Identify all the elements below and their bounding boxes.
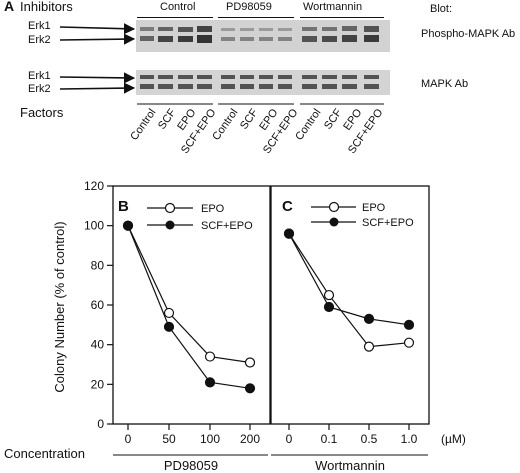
panel-a-letter: A xyxy=(4,0,15,14)
erk2-arrow-blot1 xyxy=(59,33,136,45)
legend-b: EPO SCF+EPO xyxy=(147,202,253,232)
legend-b-epo: EPO xyxy=(201,203,225,215)
x-tick-label: 1.0 xyxy=(401,432,418,446)
data-point-open xyxy=(323,289,335,301)
panel-c-letter: C xyxy=(282,198,293,215)
erk2-arrow-blot2 xyxy=(59,82,136,94)
panel-b-letter: B xyxy=(118,198,129,215)
group-rule-wortmannin xyxy=(300,17,384,18)
erk1-arrow-blot2 xyxy=(59,72,136,84)
data-point-filled xyxy=(204,377,216,388)
y-tick-label: 60 xyxy=(91,298,105,312)
x-tick-label: 0 xyxy=(286,432,293,446)
legend-open-circle xyxy=(328,201,340,213)
erk1-arrow-blot1 xyxy=(59,23,136,35)
y-tick-label: 20 xyxy=(91,377,105,391)
erk1-label-blot2: Erk1 xyxy=(28,70,51,82)
group-label-control: Control xyxy=(160,1,196,13)
concentration-label: Concentration xyxy=(4,446,85,461)
blot-images xyxy=(59,20,390,105)
legend-open-circle xyxy=(164,202,176,214)
x-tick-label: 0 xyxy=(125,432,132,446)
series-line-epo xyxy=(288,233,410,348)
series-line-scf-epo xyxy=(127,225,251,389)
legend-c-scfepo: SCF+EPO xyxy=(362,217,414,229)
group-label-wortmannin: Wortmannin xyxy=(303,1,363,13)
data-point-filled xyxy=(403,319,415,330)
y-axis-label: Colony Number (% of control) xyxy=(52,221,67,392)
unit-label: (µM) xyxy=(441,432,466,446)
series-line-epo xyxy=(127,225,251,364)
y-tick-label: 100 xyxy=(84,219,104,233)
blot1-label: Phospho-MAPK Ab xyxy=(421,28,516,40)
data-point-filled xyxy=(244,383,256,394)
data-point-open xyxy=(204,351,216,362)
group-label-b: PD98059 xyxy=(164,458,218,473)
group-rule-pd98059 xyxy=(218,17,294,18)
y-tick-label: 120 xyxy=(84,179,104,193)
legend-filled-circle xyxy=(329,217,339,227)
total-mapk-blot-strip xyxy=(136,70,390,95)
erk2-label-blot2: Erk2 xyxy=(28,83,51,95)
erk2-label-blot1: Erk2 xyxy=(28,34,51,46)
legend-c: EPO SCF+EPO xyxy=(311,201,414,229)
y-tick-label: 40 xyxy=(91,338,105,352)
x-tick-label: 100 xyxy=(200,432,220,446)
legend-b-scfepo: SCF+EPO xyxy=(201,220,253,232)
data-point-filled xyxy=(323,301,335,313)
erk1-label-blot1: Erk1 xyxy=(28,20,51,32)
legend-filled-circle xyxy=(165,220,175,230)
data-point-filled xyxy=(363,313,375,324)
phospho-blot-strip xyxy=(136,20,390,52)
series-line-scf-epo xyxy=(288,233,410,326)
y-tick-label: 80 xyxy=(91,258,105,272)
group-label-c: Wortmannin xyxy=(315,458,385,473)
x-tick-label: 0.1 xyxy=(321,432,338,446)
lane-labels: Control SCF EPO SCF+EPO Control SCF EPO … xyxy=(128,106,385,156)
y-tick-label: 0 xyxy=(97,417,104,431)
x-tick-label: 200 xyxy=(240,432,260,446)
data-point-open xyxy=(363,341,375,352)
group-rule-control xyxy=(137,17,213,18)
blot2-label: MAPK Ab xyxy=(421,78,469,90)
data-point-open xyxy=(403,337,415,348)
data-point-filled xyxy=(122,220,134,231)
blot-header: Blot: xyxy=(430,3,453,15)
group-label-pd98059: PD98059 xyxy=(226,1,272,13)
data-point-filled xyxy=(163,321,175,332)
x-tick-label: 50 xyxy=(162,432,176,446)
x-tick-label: 0.5 xyxy=(361,432,378,446)
inhibitors-label: Inhibitors xyxy=(20,0,73,14)
legend-c-epo: EPO xyxy=(362,202,386,214)
data-point-open xyxy=(163,307,175,319)
panel-c-frame xyxy=(270,185,430,425)
data-point-filled xyxy=(283,228,295,239)
data-point-open xyxy=(244,357,256,368)
factors-label: Factors xyxy=(20,105,64,120)
